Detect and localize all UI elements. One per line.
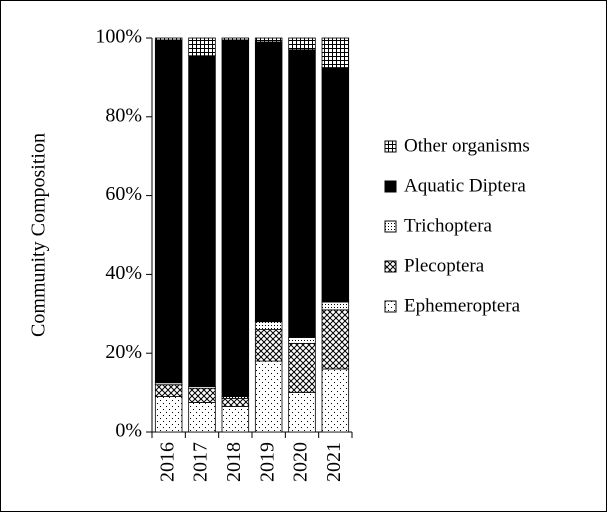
bar-segment [254,41,283,323]
legend-swatch [384,260,397,273]
legend-label: Other organisms [404,135,530,156]
bar-segment [288,37,316,51]
bar-segment [254,321,283,330]
legend-swatch [384,180,397,193]
legend-label: Aquatic Diptera [404,175,526,196]
bar-segment [321,301,350,311]
bar-segment [221,398,250,407]
x-tick-label: 2020 [290,442,312,482]
bar-segment [254,360,283,433]
legend-label: Ephemeroptera [404,295,521,316]
bar-segment [188,402,216,433]
y-tick-label: 0% [115,420,142,442]
y-tick-label: 100% [95,26,142,48]
bar-segment [254,329,283,362]
y-tick-label: 60% [105,183,142,205]
bar-segment [188,388,216,403]
y-axis-title: Community Composition [28,133,50,337]
legend-label: Trichoptera [404,215,493,236]
bar-segment [221,37,250,41]
y-tick-label: 40% [105,262,142,284]
bar-segment [154,384,183,397]
bar-segment [288,342,316,394]
bar-segment [288,392,316,433]
bar-segment [288,49,316,338]
y-tick-label: 20% [105,341,142,363]
x-tick-label: 2017 [190,442,212,482]
bar-segment [321,368,350,433]
x-tick-label: 2021 [323,442,345,482]
y-tick-label: 80% [105,104,142,126]
bar-segment [254,37,283,43]
bar-segment [321,67,350,303]
bar-segment [221,405,250,433]
bar-segment [154,37,183,41]
x-tick-label: 2016 [156,442,178,482]
x-tick-label: 2019 [256,442,278,482]
legend-swatch [384,220,397,233]
bar-segment [321,37,350,68]
bar-segment [188,55,216,388]
legend-swatch [384,300,397,313]
bar-segment [221,39,250,397]
bar-segment [154,39,183,384]
bar-segment [154,396,183,433]
bar-segment [188,37,216,57]
x-tick-label: 2018 [223,442,245,482]
legend-label: Plecoptera [404,255,485,276]
legend-swatch [384,140,397,153]
bar-segment [288,337,316,344]
bar-segment [321,309,350,370]
